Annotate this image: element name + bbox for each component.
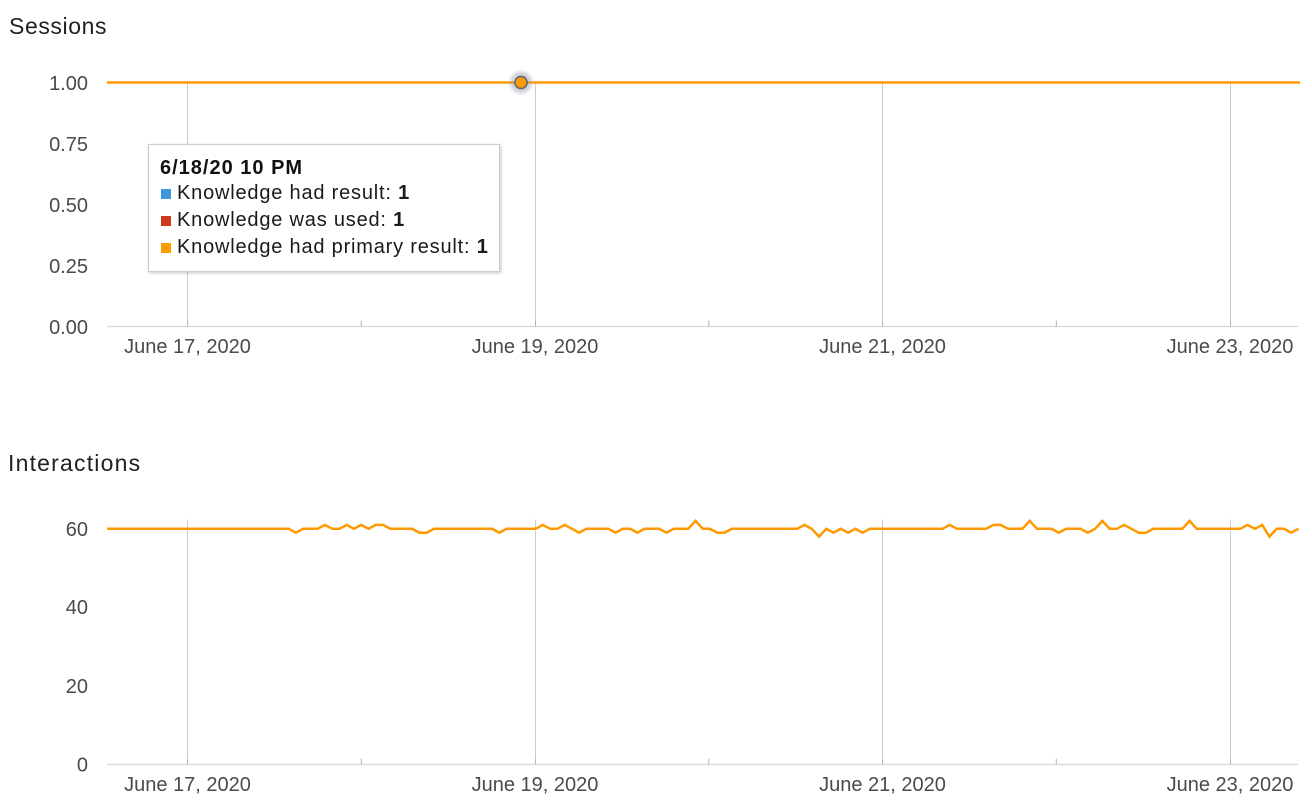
svg-text:40: 40 — [66, 597, 88, 619]
svg-text:June 23, 2020: June 23, 2020 — [1167, 774, 1294, 796]
svg-text:0: 0 — [77, 755, 88, 777]
svg-text:June 23, 2020: June 23, 2020 — [1167, 336, 1294, 358]
svg-text:1.00: 1.00 — [49, 73, 88, 95]
svg-text:June 19, 2020: June 19, 2020 — [472, 336, 599, 358]
svg-text:0.75: 0.75 — [49, 134, 88, 156]
svg-text:June 21, 2020: June 21, 2020 — [819, 774, 946, 796]
svg-text:60: 60 — [66, 519, 88, 541]
svg-text:June 17, 2020: June 17, 2020 — [124, 336, 251, 358]
svg-text:0.50: 0.50 — [49, 195, 88, 217]
svg-text:20: 20 — [66, 676, 88, 698]
svg-text:June 19, 2020: June 19, 2020 — [472, 774, 599, 796]
svg-text:0.25: 0.25 — [49, 256, 88, 278]
svg-text:June 17, 2020: June 17, 2020 — [124, 774, 251, 796]
svg-text:June 21, 2020: June 21, 2020 — [819, 336, 946, 358]
svg-text:0.00: 0.00 — [49, 317, 88, 339]
